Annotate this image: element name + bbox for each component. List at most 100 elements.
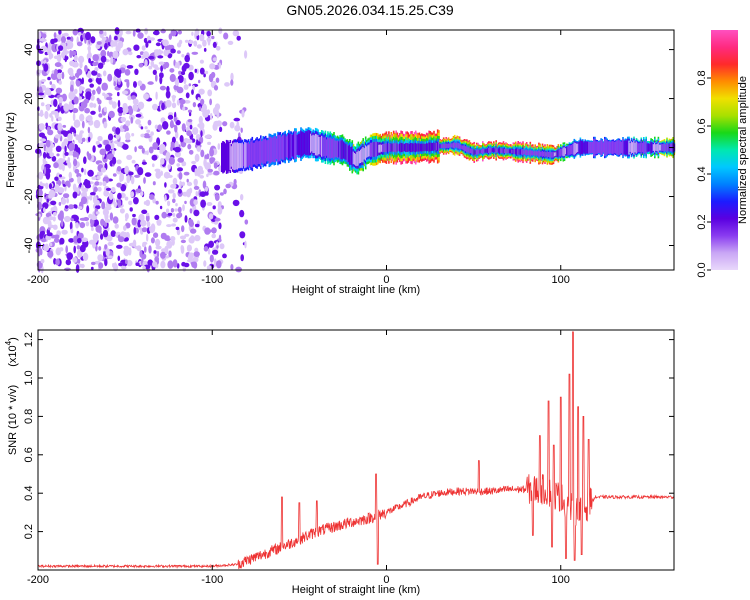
noise-blob	[240, 194, 244, 201]
noise-blob	[40, 45, 48, 52]
noise-blob	[53, 234, 60, 239]
ridge-cell	[656, 143, 658, 152]
noise-blob	[118, 262, 123, 267]
noise-blob	[128, 242, 136, 247]
noise-blob	[244, 219, 249, 225]
noise-blob	[219, 192, 224, 196]
noise-blob	[150, 194, 154, 199]
noise-blob	[77, 32, 82, 36]
ridge-cell	[488, 147, 490, 153]
noise-blob	[125, 259, 128, 265]
ridge-cell	[452, 142, 455, 148]
noise-blob	[104, 42, 108, 50]
noise-blob	[212, 57, 218, 62]
noise-blob	[53, 237, 60, 243]
noise-blob	[181, 181, 186, 187]
noise-blob	[198, 88, 205, 95]
noise-blob	[76, 41, 83, 47]
noise-blob	[54, 62, 62, 68]
noise-blob	[76, 152, 79, 160]
noise-blob	[39, 123, 45, 131]
noise-blob	[182, 204, 185, 212]
noise-blob	[96, 41, 102, 45]
noise-blob	[232, 199, 240, 207]
ridge-cell	[618, 140, 621, 155]
ridge-cell	[463, 145, 466, 151]
noise-blob	[120, 116, 127, 123]
snr-x-axis-label: Height of straight line (km)	[292, 584, 420, 596]
ridge-cell	[533, 151, 535, 155]
ridge-cell	[294, 131, 296, 160]
noise-blob	[40, 79, 47, 82]
noise-blob	[76, 237, 82, 244]
noise-blob	[178, 172, 183, 180]
noise-blob	[176, 163, 180, 167]
noise-blob	[233, 178, 237, 185]
noise-blob	[244, 50, 248, 59]
noise-blob	[203, 246, 209, 252]
noise-blob	[214, 217, 221, 222]
ridge-cell	[332, 139, 334, 158]
ridge-cell	[557, 149, 560, 158]
noise-blob	[50, 200, 57, 206]
noise-blob	[101, 36, 107, 41]
noise-blob	[177, 157, 184, 163]
noise-blob	[126, 174, 131, 184]
noise-blob	[147, 40, 152, 44]
ridge-cell	[462, 145, 465, 150]
ridge-cell	[522, 149, 524, 156]
ridge-cell	[512, 149, 515, 155]
ridge-cell	[423, 143, 425, 152]
noise-blob	[236, 35, 241, 41]
noise-blob	[183, 138, 189, 143]
noise-blob	[111, 186, 116, 193]
ridge-cell	[391, 143, 394, 152]
ridge-cell	[269, 136, 272, 164]
ridge-cell	[584, 140, 586, 155]
noise-blob	[174, 124, 178, 133]
ridge-cell	[600, 139, 602, 156]
ridge-cell	[239, 143, 241, 169]
noise-blob	[160, 157, 165, 165]
ridge-cell	[352, 151, 355, 165]
noise-blob	[74, 88, 78, 95]
noise-blob	[167, 200, 171, 207]
ridge-cell	[285, 136, 288, 158]
noise-blob	[176, 228, 181, 236]
noise-blob	[200, 98, 205, 105]
ridge-cell	[625, 140, 628, 155]
noise-blob	[61, 71, 65, 80]
noise-blob	[134, 245, 141, 250]
ridge-cell	[295, 131, 297, 159]
noise-blob	[77, 206, 83, 210]
noise-blob	[38, 80, 42, 88]
noise-blob	[152, 163, 155, 168]
noise-blob	[135, 188, 142, 193]
ridge-cell	[569, 145, 572, 155]
noise-blob	[160, 251, 166, 259]
noise-blob	[180, 71, 186, 76]
noise-blob	[127, 95, 133, 101]
noise-blob	[144, 59, 148, 67]
noise-blob	[141, 147, 145, 154]
noise-blob	[211, 233, 216, 239]
noise-blob	[60, 130, 68, 135]
noise-blob	[39, 183, 47, 187]
noise-blob	[97, 62, 104, 69]
ridge-cell	[477, 149, 479, 155]
noise-blob	[60, 218, 64, 227]
ridge-cell	[405, 143, 407, 153]
noise-blob	[125, 120, 131, 127]
noise-blob	[193, 185, 200, 190]
ridge-cell	[455, 142, 457, 148]
ridge-cell	[591, 142, 594, 153]
ridge-cell	[319, 137, 322, 155]
ridge-cell	[351, 146, 354, 168]
ridge-cell	[353, 153, 356, 165]
noise-blob	[174, 208, 179, 212]
noise-blob	[112, 173, 117, 177]
noise-blob	[194, 68, 198, 73]
ridge-cell	[410, 143, 412, 153]
noise-blob	[73, 96, 79, 105]
ridge-cell	[667, 144, 669, 151]
